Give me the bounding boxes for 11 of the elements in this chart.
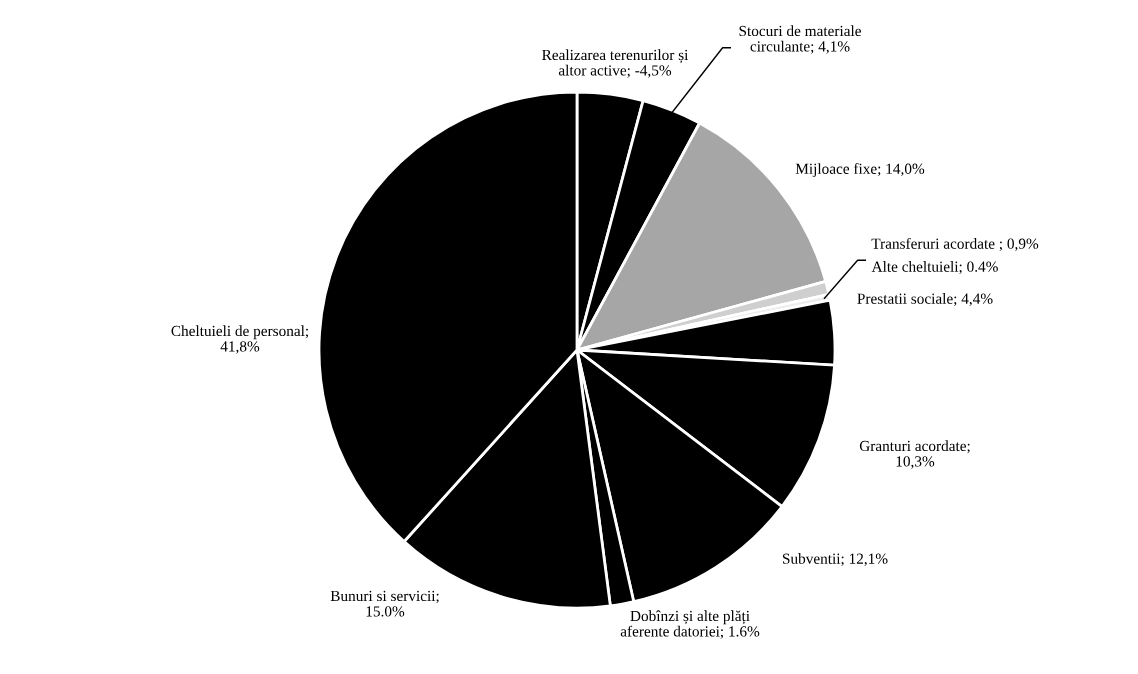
slice-label: Transferuri acordate ; 0,9%	[871, 237, 1039, 252]
slice-label: Alte cheltuieli; 0.4%	[871, 261, 998, 275]
slice-label: Mijloace fixe; 14,0%	[795, 162, 925, 178]
slice-label: Realizarea terenurilor și altor active; -4,5%	[542, 49, 689, 78]
slice-label: Subventii; 12,1%	[782, 553, 888, 567]
slice-label: Stocuri de materiale circulante; 4,1%	[739, 25, 861, 54]
slice-label: Cheltuieli de personal; 41,8%	[171, 325, 308, 354]
slice-label: Bunuri si servicii; 15.0%	[330, 590, 439, 617]
slice-label: Prestatii sociale; 4,4%	[857, 293, 993, 307]
slice-label: Dobînzi și alte plăți aferente datoriei; 1.6%	[620, 610, 760, 639]
slice-label: Granturi acordate; 10,3%	[859, 440, 970, 469]
